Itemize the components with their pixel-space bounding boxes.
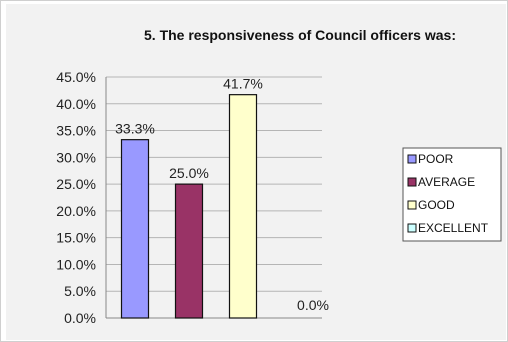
- y-tick-label: 45.0%: [56, 69, 96, 85]
- y-tick-label: 10.0%: [56, 256, 96, 272]
- legend-swatch-poor: [407, 154, 417, 164]
- data-label: 33.3%: [115, 121, 155, 137]
- legend-label: EXCELLENT: [418, 221, 489, 235]
- y-tick-label: 30.0%: [56, 149, 96, 165]
- legend-label: GOOD: [418, 198, 455, 212]
- legend-swatch-excellent: [407, 223, 417, 233]
- y-tick-label: 35.0%: [56, 123, 96, 139]
- bar-average: [174, 183, 204, 319]
- y-tick-label: 20.0%: [56, 203, 96, 219]
- y-tick-label: 40.0%: [56, 96, 96, 112]
- legend: POOR AVERAGE GOOD EXCELLENT: [402, 147, 502, 242]
- legend-items: POOR AVERAGE GOOD EXCELLENT: [407, 152, 489, 235]
- y-tick-label: 25.0%: [56, 176, 96, 192]
- y-tick-label: 15.0%: [56, 230, 96, 246]
- legend-swatch-average: [407, 177, 417, 187]
- data-label: 41.7%: [223, 76, 263, 92]
- legend-label: POOR: [418, 152, 454, 166]
- y-axis-ticks: 0.0% 5.0% 10.0% 15.0% 20.0% 25.0% 30.0% 35.0% 40…: [56, 69, 96, 326]
- legend-label: AVERAGE: [418, 175, 475, 189]
- legend-swatch-good: [407, 200, 417, 210]
- bar-poor: [120, 139, 150, 319]
- bar-good: [228, 94, 258, 319]
- data-labels: 33.3% 25.0% 41.7% 0.0%: [115, 76, 329, 313]
- y-tick-label: 0.0%: [64, 310, 96, 326]
- data-label: 0.0%: [297, 297, 329, 313]
- chart-title: 5. The responsiveness of Council officer…: [144, 27, 456, 43]
- bars: [120, 94, 258, 319]
- y-tick-label: 5.0%: [64, 283, 96, 299]
- legend-box: [402, 147, 502, 242]
- data-label: 25.0%: [169, 165, 209, 181]
